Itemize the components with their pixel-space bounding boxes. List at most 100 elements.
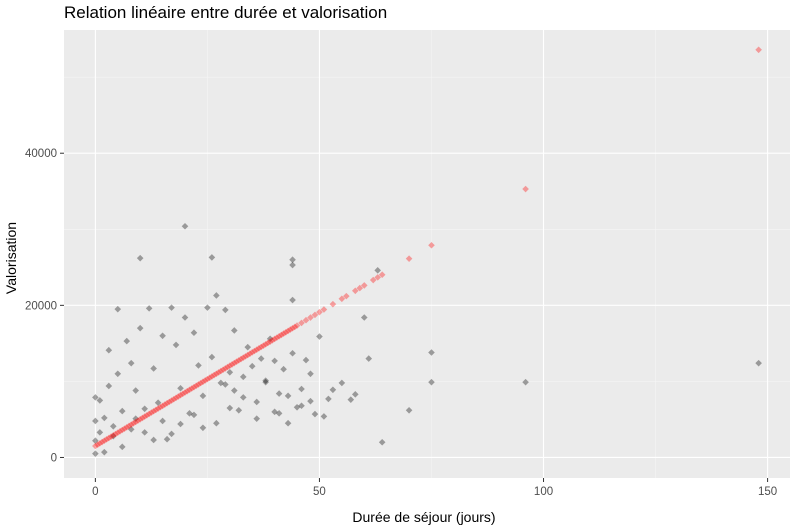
fitted-point bbox=[94, 441, 101, 449]
observed-point bbox=[181, 314, 189, 321]
observed-point bbox=[159, 417, 166, 425]
observed-point bbox=[105, 346, 113, 354]
observed-point bbox=[374, 267, 382, 274]
observed-point bbox=[92, 417, 99, 425]
fitted-point bbox=[199, 378, 207, 386]
observed-point bbox=[217, 379, 225, 387]
fitted-point bbox=[237, 355, 245, 363]
fitted-point bbox=[343, 292, 350, 300]
observed-point bbox=[230, 327, 238, 334]
fitted-point bbox=[280, 330, 287, 337]
observed-point bbox=[208, 254, 216, 261]
observed-point bbox=[360, 314, 368, 321]
fitted-point bbox=[242, 353, 249, 360]
y-axis-title: Valorisation bbox=[3, 222, 19, 294]
observed-point bbox=[405, 407, 413, 414]
fitted-point bbox=[181, 389, 189, 396]
fitted-point bbox=[219, 366, 227, 374]
fitted-point bbox=[163, 399, 171, 407]
fitted-point bbox=[374, 274, 382, 281]
y-tick-label: 20000 bbox=[25, 300, 57, 312]
chart-title: Relation linéaire entre durée et valoris… bbox=[64, 3, 388, 22]
fitted-point bbox=[170, 395, 178, 403]
observed-point bbox=[239, 373, 247, 381]
fitted-point bbox=[179, 390, 187, 398]
observed-point bbox=[235, 407, 243, 414]
observed-point bbox=[351, 391, 359, 398]
fitted-point bbox=[215, 369, 222, 376]
fitted-point bbox=[116, 428, 124, 435]
observed-point bbox=[114, 305, 122, 313]
fitted-point bbox=[172, 394, 180, 402]
observed-point bbox=[181, 222, 189, 230]
x-tick-label: 0 bbox=[92, 486, 98, 498]
observed-point bbox=[92, 450, 99, 457]
observed-point bbox=[190, 411, 198, 419]
fitted-point bbox=[139, 414, 146, 422]
observed-point bbox=[136, 324, 144, 332]
fitted-point bbox=[246, 350, 254, 357]
fitted-point bbox=[369, 276, 377, 284]
fitted-point bbox=[134, 417, 142, 424]
fitted-point bbox=[213, 370, 220, 378]
fitted-point bbox=[118, 426, 126, 434]
observed-point bbox=[195, 362, 202, 369]
fitted-point bbox=[275, 332, 283, 340]
fitted-point bbox=[298, 319, 305, 327]
observed-point bbox=[307, 370, 314, 378]
observed-point bbox=[150, 436, 157, 444]
observed-point bbox=[92, 394, 99, 401]
observed-point bbox=[109, 432, 117, 440]
observed-point bbox=[289, 261, 296, 269]
observed-point bbox=[307, 397, 314, 405]
observed-point bbox=[132, 387, 140, 394]
fitted-point bbox=[132, 418, 140, 426]
fitted-point bbox=[251, 347, 258, 355]
fitted-point bbox=[127, 421, 135, 428]
observed-point bbox=[222, 381, 229, 388]
observed-point bbox=[168, 304, 175, 311]
observed-point bbox=[298, 402, 305, 410]
fitted-point bbox=[289, 324, 296, 332]
fitted-point bbox=[190, 383, 198, 391]
fitted-point bbox=[109, 432, 117, 439]
observed-point bbox=[253, 398, 261, 406]
fitted-point bbox=[224, 363, 231, 371]
fitted-point bbox=[206, 374, 213, 382]
observed-point bbox=[755, 359, 762, 367]
observed-point bbox=[199, 424, 207, 432]
fitted-point bbox=[351, 287, 359, 295]
fitted-point bbox=[356, 284, 364, 292]
observed-point bbox=[302, 356, 310, 364]
fitted-point bbox=[338, 295, 346, 303]
fitted-point bbox=[302, 316, 310, 324]
fitted-point bbox=[177, 391, 184, 399]
observed-point bbox=[145, 305, 153, 312]
observed-point bbox=[226, 368, 234, 376]
observed-point bbox=[118, 407, 126, 415]
observed-point bbox=[275, 410, 283, 417]
observed-point bbox=[289, 296, 296, 304]
observed-point bbox=[284, 392, 292, 400]
observed-point bbox=[199, 392, 207, 400]
fitted-point bbox=[114, 429, 122, 436]
observed-point bbox=[280, 365, 287, 373]
observed-point bbox=[262, 377, 269, 384]
fitted-point bbox=[248, 349, 256, 356]
observed-point bbox=[118, 443, 126, 451]
fitted-point bbox=[188, 385, 196, 392]
fitted-point bbox=[204, 375, 211, 383]
observed-point bbox=[213, 419, 220, 427]
y-tick-label: 0 bbox=[51, 452, 57, 464]
fitted-point bbox=[262, 341, 269, 348]
grid-lines bbox=[64, 30, 790, 478]
fitted-point bbox=[755, 46, 762, 54]
fitted-point bbox=[405, 255, 413, 262]
fitted-point bbox=[244, 351, 252, 359]
observed-point bbox=[298, 385, 305, 393]
observed-point bbox=[213, 292, 220, 299]
fitted-point bbox=[329, 300, 337, 308]
observed-point bbox=[320, 413, 328, 420]
fitted-point bbox=[148, 409, 155, 416]
observed-point bbox=[150, 365, 157, 372]
